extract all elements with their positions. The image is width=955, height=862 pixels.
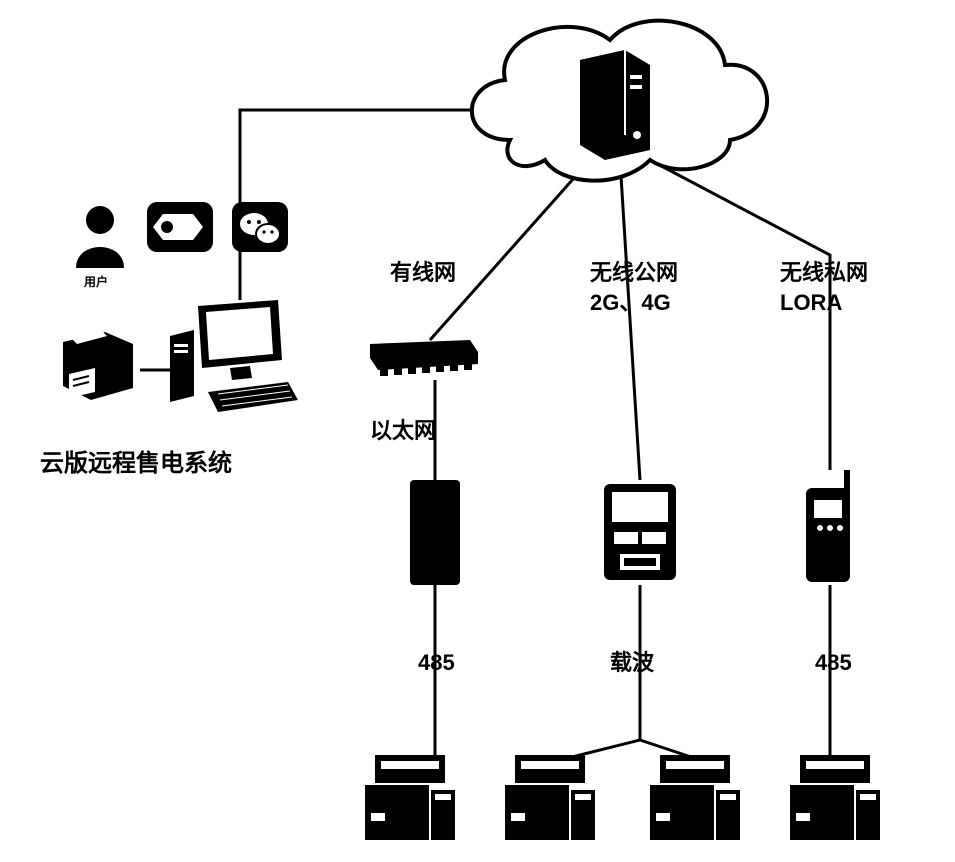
label-485-right: 485: [815, 650, 852, 676]
meter-2-icon: [505, 755, 595, 840]
label-485-left: 485: [418, 650, 455, 676]
label-private-line2: LORA: [780, 290, 842, 316]
meter-1-icon: [365, 755, 455, 840]
meter-4-icon: [790, 755, 880, 840]
user-icon: [70, 200, 130, 270]
pc-icon: [170, 300, 300, 420]
label-ethernet: 以太网: [370, 418, 436, 444]
edge-server-public: [620, 160, 640, 480]
gateway-lora-icon: [800, 470, 855, 585]
label-wired: 有线网: [390, 260, 456, 286]
label-carrier: 载波: [610, 650, 654, 676]
gateway-ethernet-icon: [410, 480, 460, 585]
label-public-line2: 2G、4G: [590, 290, 671, 316]
label-private-line1: 无线私网: [780, 260, 868, 286]
camera-icon: [145, 200, 215, 255]
diagram-canvas: 用户 云版远程售电系统 有线网 无线公网 2G、4G 无线私网 LORA 以太网…: [0, 0, 955, 862]
server-icon: [570, 40, 660, 160]
gateway-public-icon: [600, 480, 680, 585]
printer-icon: [55, 330, 140, 405]
meter-3-icon: [650, 755, 740, 840]
wechat-icon: [230, 200, 290, 255]
label-user-small: 用户: [84, 275, 108, 289]
label-system-title: 云版远程售电系统: [40, 450, 232, 479]
switch-icon: [370, 340, 480, 380]
label-public-line1: 无线公网: [590, 260, 678, 286]
